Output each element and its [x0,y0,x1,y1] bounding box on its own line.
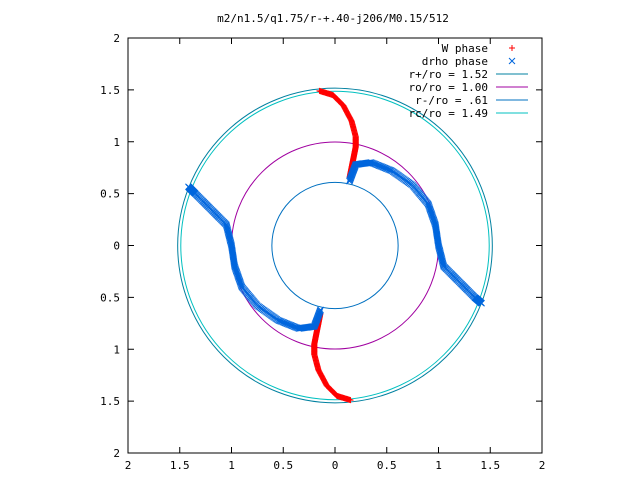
x-tick-label: 2 [125,459,132,472]
circle-series [180,90,490,401]
legend-symbol [509,45,515,51]
legend-label: r+/ro = 1.52 [409,68,488,81]
legend-symbol [508,57,516,65]
circle-series [231,141,439,350]
data-point [440,261,447,269]
y-tick-label: 1.5 [100,84,120,97]
legend-label: r-/ro = .61 [415,94,488,107]
data-point [478,299,485,307]
circle-series [177,87,493,404]
legend-label: rc/ro = 1.49 [409,107,488,120]
x-tick-label: 1.5 [480,459,500,472]
series-x [185,159,485,332]
x-tick-label: 1.5 [170,459,190,472]
y-tick-label: 1.5 [100,395,120,408]
x-tick-label: 0.5 [273,459,293,472]
x-tick-label: 1 [228,459,235,472]
series-+ [311,87,359,404]
x-tick-label: 1 [435,459,442,472]
chart-title: m2/n1.5/q1.75/r-+.40-j206/M0.15/512 [217,12,449,25]
data-point [223,222,230,230]
legend-label: drho phase [422,55,488,68]
x-tick-label: 2 [539,459,546,472]
y-tick-label: 0.5 [100,188,120,201]
y-tick-label: 0 [113,240,120,253]
y-tick-label: 1 [113,343,120,356]
legend-label: W phase [442,42,488,55]
x-tick-label: 0.5 [377,459,397,472]
y-tick-label: 1 [113,136,120,149]
x-tick-label: 0 [332,459,339,472]
circle-series [271,181,399,310]
y-tick-label: 2 [113,447,120,460]
y-tick-label: 0.5 [100,291,120,304]
legend-label: ro/ro = 1.00 [409,81,488,94]
data-point [185,183,192,191]
y-tick-label: 2 [113,32,120,45]
